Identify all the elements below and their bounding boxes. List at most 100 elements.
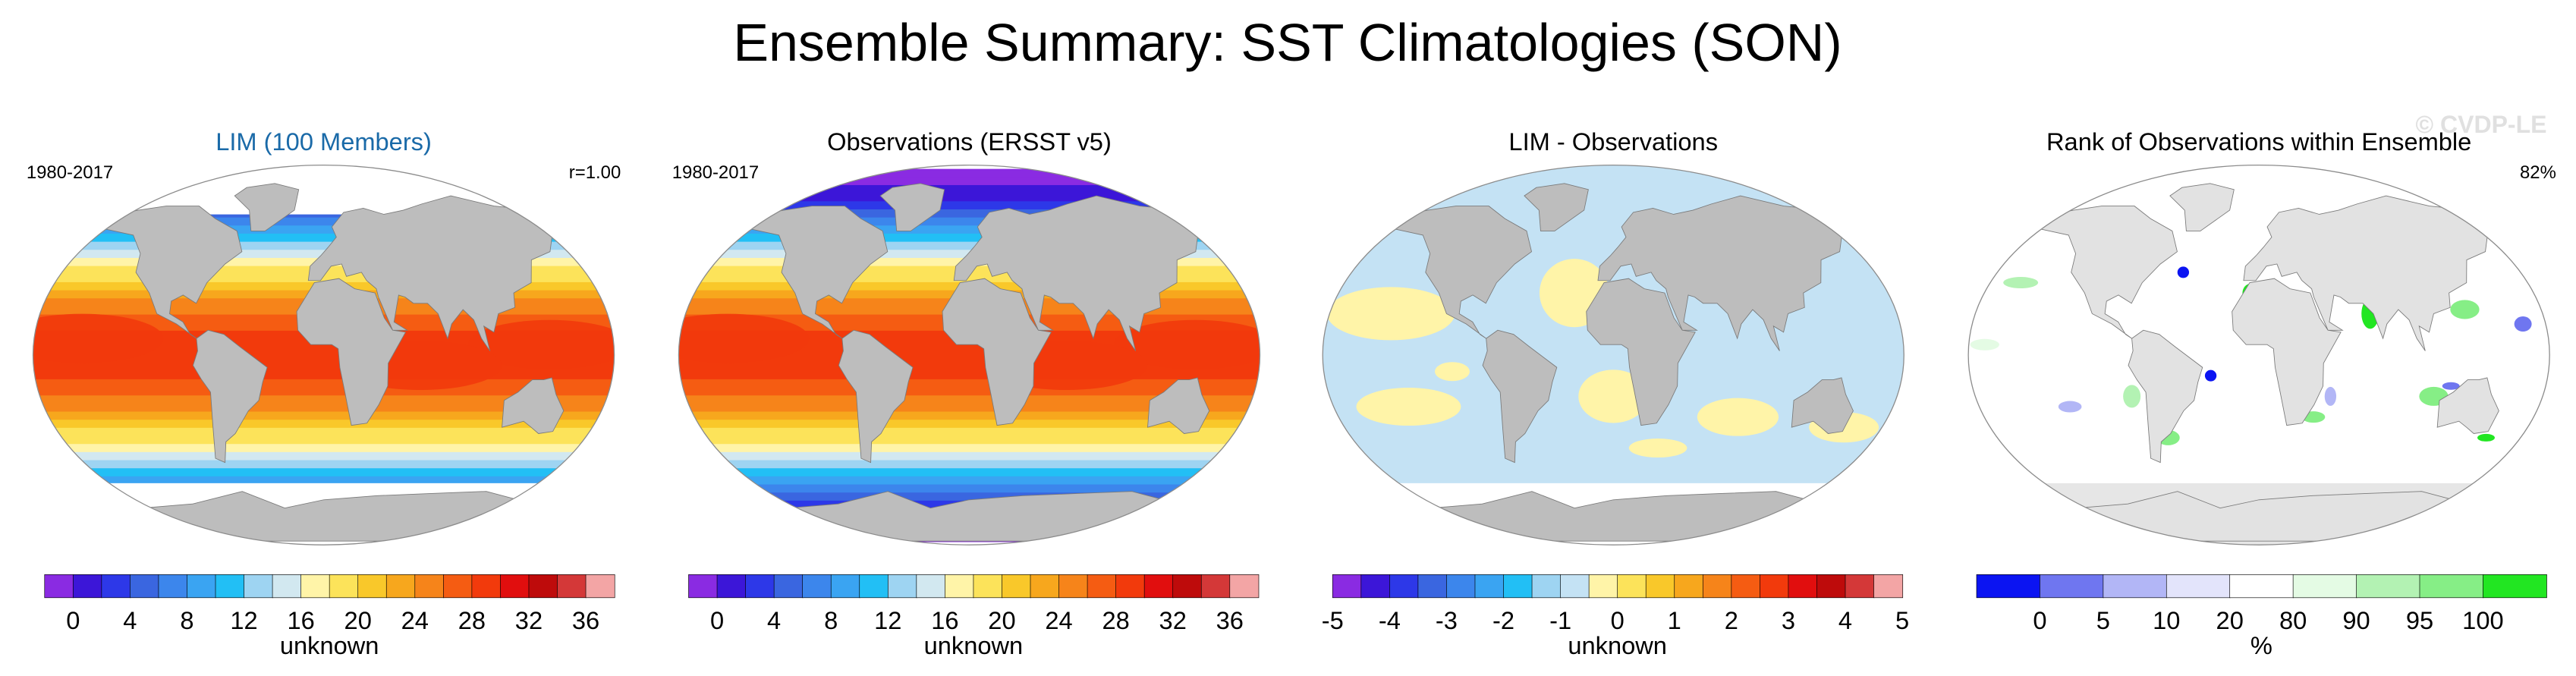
colorbar-swatch	[385, 574, 416, 599]
rank-high-region	[2450, 300, 2480, 319]
obs-sst-band	[678, 460, 1260, 470]
colorbar-swatch	[1845, 574, 1875, 599]
colorbar-tick-label: -2	[1492, 606, 1514, 634]
greenland-landmass	[1524, 183, 1589, 231]
colorbar-swatch	[1560, 574, 1590, 599]
colorbar-tick-label: 20	[344, 606, 372, 634]
colorbar-tick-label: -1	[1549, 606, 1571, 634]
lim-ocean-field	[33, 165, 615, 546]
lim-sst-band	[33, 435, 615, 445]
colorbar-tick-label: -3	[1436, 606, 1458, 634]
colorbar-tick-label: 0	[1611, 606, 1625, 634]
colorbar-swatch	[2040, 574, 2104, 599]
obs-sst-band	[678, 184, 1260, 194]
lim-sst-band	[33, 411, 615, 421]
rank-stat: 82%	[2520, 162, 2556, 183]
colorbar-swatch	[2166, 574, 2231, 599]
colorbar-swatch	[1200, 574, 1231, 599]
obs-sst-band	[678, 241, 1260, 251]
panel-diff: LIM - Observations -5 -4 -3 -2 -1 0 1 2 3 4 5 unknow…	[1322, 127, 1909, 659]
colorbar-tick-label: 20	[2216, 606, 2244, 634]
colorbar-tick-label: 36	[572, 606, 599, 634]
greenland-landmass	[234, 183, 300, 231]
colorbar-tick-label: -4	[1379, 606, 1401, 634]
colorbar-swatch	[773, 574, 804, 599]
colorbar-tick-label: -5	[1322, 606, 1344, 634]
colorbar-tick-label: 20	[988, 606, 1015, 634]
colorbar-swatch	[557, 574, 587, 599]
colorbar-swatch	[357, 574, 388, 599]
rank-high-region	[1970, 338, 1999, 351]
lim-sst-band	[33, 371, 615, 381]
colorbar-swatch	[1143, 574, 1174, 599]
rank-title: Rank of Observations within Ensemble	[2046, 127, 2471, 156]
colorbar-swatch	[1058, 574, 1089, 599]
colorbar-swatch	[688, 574, 719, 599]
africa-landmass	[296, 278, 407, 426]
obs-sst-band	[678, 379, 1260, 388]
obs-sst-band	[678, 492, 1260, 502]
lim-sst-band	[33, 451, 615, 461]
obs-sst-band	[678, 363, 1260, 373]
rank-high-region	[2003, 277, 2039, 289]
colorbar-swatch	[1816, 574, 1846, 599]
diff-positive-region	[1326, 287, 1455, 341]
diff-positive-region	[1697, 398, 1779, 436]
lim-sst-band	[33, 233, 615, 243]
colorbar-swatch	[528, 574, 558, 599]
samerica-landmass	[192, 329, 268, 464]
obs-sst-band	[678, 387, 1260, 397]
colorbar-tick-label: 28	[458, 606, 486, 634]
obs-sst-band	[678, 476, 1260, 486]
samerica-landmass	[1482, 329, 1558, 464]
rank-map-outline	[1967, 164, 2550, 546]
colorbar-tick-label: 16	[287, 606, 314, 634]
namerica-landmass	[1384, 206, 1532, 339]
rank-low-region	[2324, 386, 2337, 406]
colorbar-swatch	[830, 574, 860, 599]
panel-obs: Observations (ERSST v5) 1980-2017 0 4 8 12 16 2…	[672, 127, 1261, 659]
colorbar-tick-label: 0	[710, 606, 724, 634]
namerica-landmass	[2030, 206, 2178, 339]
figure-content: LIM (100 Members)1980-2017 r=1.000 4 8 12 16 2…	[27, 127, 2556, 659]
colorbar-swatch	[44, 574, 74, 599]
obs-sst-band	[678, 201, 1260, 211]
colorbar-swatch	[859, 574, 889, 599]
lim-sst-band	[33, 379, 615, 388]
namerica-landmass	[95, 206, 243, 339]
lim-sst-band	[33, 274, 615, 284]
colorbar-swatch	[2292, 574, 2357, 599]
australia-landmass	[2436, 377, 2499, 434]
colorbar-swatch	[1531, 574, 1562, 599]
colorbar-tick-label: 36	[1216, 606, 1244, 634]
colorbar-tick-label: 32	[515, 606, 543, 634]
samerica-landmass	[838, 329, 914, 464]
rank-colorbar-label: %	[2250, 631, 2272, 659]
colorbar-swatch	[215, 574, 245, 599]
rank-high-region	[2123, 385, 2141, 408]
colorbar-swatch	[500, 574, 530, 599]
colorbar-swatch	[1674, 574, 1704, 599]
africa-landmass	[2232, 278, 2342, 426]
australia-landmass	[1147, 377, 1210, 434]
colorbar-tick-label: 16	[931, 606, 958, 634]
colorbar-swatch	[2356, 574, 2420, 599]
obs-sst-band	[678, 168, 1260, 178]
colorbar-swatch	[973, 574, 1003, 599]
diff-map-outline	[1322, 164, 1904, 546]
lim-sst-band	[33, 363, 615, 373]
obs-sst-band	[678, 435, 1260, 445]
lim-sst-band	[33, 444, 615, 454]
colorbar-swatch	[244, 574, 274, 599]
lim-sst-band	[33, 427, 615, 437]
rank-low-region	[2442, 382, 2460, 390]
diff-title: LIM - Observations	[1508, 127, 1718, 156]
greenland-landmass	[2169, 183, 2235, 231]
colorbar-tick-label: 32	[1159, 606, 1187, 634]
africa-landmass	[942, 278, 1052, 426]
panel-lim: LIM (100 Members) 1980-2017 r=1.00 0 4 8 12 16 2…	[27, 127, 621, 659]
diff-colorbar-label: unknown	[1568, 631, 1667, 659]
namerica-landmass	[741, 206, 889, 339]
obs-sst-band	[678, 468, 1260, 478]
